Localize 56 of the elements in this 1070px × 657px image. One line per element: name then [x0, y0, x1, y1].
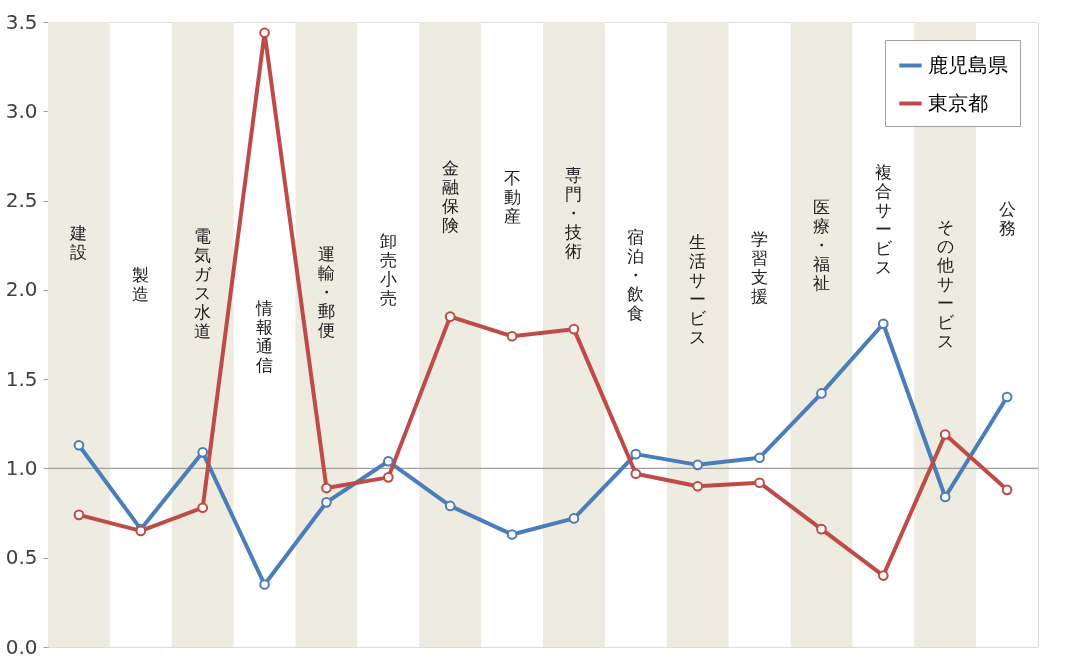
y-tick-label: 1.0: [5, 455, 38, 480]
x-tick-label: その他サービス: [936, 217, 955, 352]
point: [754, 477, 765, 489]
y-tick-label: 0.5: [5, 545, 38, 570]
x-tick-label: 医療・福祉: [812, 196, 830, 293]
x-tick-label: 建設: [69, 222, 88, 262]
y-tick-label: 2.5: [5, 188, 38, 213]
point: [444, 311, 456, 322]
point: [197, 447, 209, 458]
point: [321, 482, 332, 494]
point: [568, 513, 580, 524]
y-tick-label: 0.0: [5, 634, 38, 657]
x-tick-label: 学習支援: [751, 228, 769, 306]
point: [506, 330, 518, 342]
point: [382, 455, 394, 467]
x-tick-label: 製造: [132, 264, 150, 304]
point: [630, 448, 642, 460]
y-tick-label: 2.0: [5, 277, 38, 302]
point: [259, 27, 270, 39]
x-tick-label: 複合サービス: [874, 161, 893, 277]
x-tick-label: 公務: [998, 198, 1016, 238]
point: [444, 500, 456, 512]
y-tick-label: 3.5: [5, 9, 38, 34]
point: [1001, 391, 1013, 403]
y-tick-label: 1.5: [5, 366, 38, 391]
point: [816, 523, 827, 535]
point: [939, 491, 951, 503]
point: [568, 323, 580, 335]
point: [73, 439, 85, 451]
point: [259, 579, 270, 590]
x-tick-label: 金融保険: [441, 158, 459, 236]
point: [939, 429, 951, 440]
x-tick-label: 専門・技術: [564, 164, 583, 261]
point: [692, 480, 704, 492]
x-tick-label: 情報通信: [255, 297, 274, 375]
point: [877, 570, 889, 581]
point: [816, 388, 827, 399]
point: [321, 497, 332, 508]
x-tick-label: 運輸・郵便: [317, 244, 335, 341]
legend-label: 東京都: [928, 90, 988, 115]
x-tick-label: 電気ガス水道: [194, 226, 213, 342]
x-tick-label: 不動産: [503, 168, 521, 227]
x-tick-label: 卸売小売: [379, 230, 397, 308]
point: [382, 472, 394, 483]
point: [506, 529, 518, 540]
point: [1001, 484, 1013, 496]
point: [692, 459, 704, 471]
point: [197, 502, 209, 514]
point: [73, 509, 85, 521]
y-tick-label: 3.0: [5, 98, 38, 123]
point: [754, 452, 765, 464]
x-tick-label: 宿泊・飲食: [627, 227, 645, 324]
legend-label: 鹿児島県: [928, 52, 1008, 77]
point: [630, 468, 642, 480]
point: [877, 318, 889, 330]
x-tick-label: 生活サービス: [689, 232, 708, 348]
